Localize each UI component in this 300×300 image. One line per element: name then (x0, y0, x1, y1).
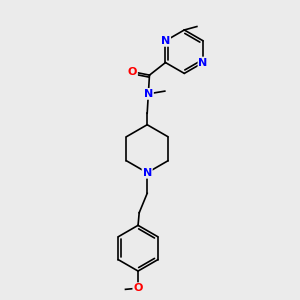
Text: N: N (161, 36, 170, 46)
Text: N: N (144, 89, 153, 99)
Text: N: N (199, 58, 208, 68)
Text: N: N (142, 168, 152, 178)
Text: O: O (134, 283, 143, 293)
Text: O: O (128, 67, 137, 77)
